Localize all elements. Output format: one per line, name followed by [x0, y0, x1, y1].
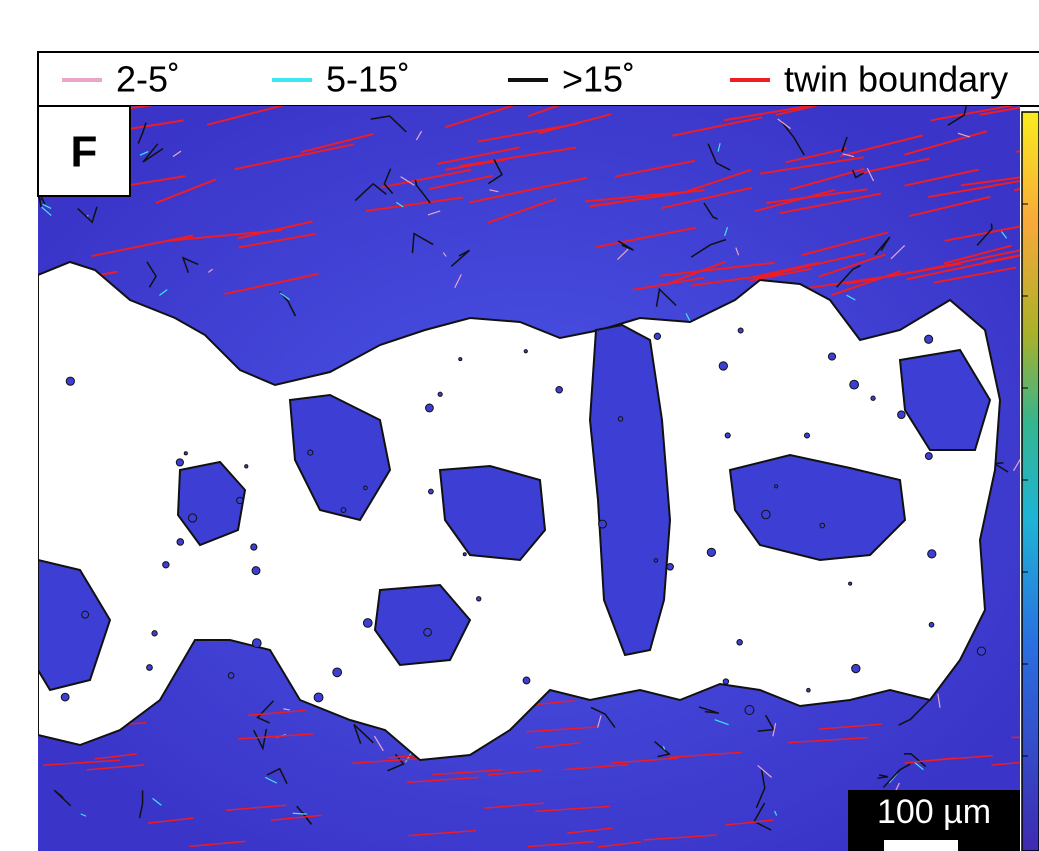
- speck: [849, 582, 852, 585]
- speck: [654, 333, 660, 339]
- speck: [667, 564, 674, 571]
- speck: [308, 450, 313, 455]
- speck: [363, 619, 372, 628]
- speck: [898, 411, 906, 419]
- speck: [654, 559, 657, 562]
- speck: [925, 453, 932, 460]
- page: 2-5˚5-15˚>15˚twin boundary F 100 µm (() …: [0, 0, 1039, 851]
- speck: [184, 452, 187, 455]
- speck: [341, 508, 346, 513]
- speck: [426, 404, 434, 412]
- speck: [775, 485, 778, 488]
- speck: [424, 628, 432, 636]
- speck: [252, 639, 261, 648]
- colorbar: [1022, 112, 1039, 851]
- speck: [477, 597, 481, 601]
- speck: [707, 548, 715, 556]
- speck: [82, 611, 89, 618]
- speck: [599, 520, 607, 528]
- speck: [804, 433, 809, 438]
- speck: [928, 550, 936, 558]
- speck: [152, 631, 157, 636]
- speck: [66, 377, 74, 385]
- speck: [459, 358, 462, 361]
- speck: [176, 459, 183, 466]
- speck: [725, 433, 730, 438]
- speck: [252, 567, 260, 575]
- speck: [925, 335, 933, 343]
- speck: [438, 392, 442, 396]
- speck: [762, 510, 770, 518]
- speck: [251, 544, 257, 550]
- speck: [850, 380, 859, 389]
- speck: [828, 353, 835, 360]
- legend-label: >15˚: [562, 59, 635, 100]
- figure: 2-5˚ 5-15˚ >15˚ twin boundary F 100 µm: [0, 0, 1039, 851]
- speck: [177, 539, 184, 546]
- speck: [237, 497, 243, 503]
- speck: [719, 362, 727, 370]
- speck: [147, 665, 153, 671]
- ebsd-map: [25, 92, 1039, 851]
- speck: [820, 523, 825, 528]
- scale-bar-label: 100 µm: [877, 793, 991, 831]
- speck: [428, 489, 433, 494]
- legend-label: 2-5˚: [116, 59, 180, 100]
- speck: [228, 673, 234, 679]
- speck: [745, 706, 754, 715]
- speck: [245, 465, 248, 468]
- legend-label: twin boundary: [784, 59, 1008, 100]
- speck: [61, 693, 69, 701]
- speck: [871, 396, 875, 400]
- speck: [163, 562, 169, 568]
- speck: [523, 677, 530, 684]
- speck: [463, 553, 466, 556]
- speck: [852, 664, 860, 672]
- speck: [364, 486, 368, 490]
- scale-bar: [884, 840, 958, 851]
- speck: [189, 514, 197, 522]
- legend-label: 5-15˚: [326, 59, 410, 100]
- speck: [723, 679, 728, 684]
- speck: [929, 622, 934, 627]
- speck: [314, 693, 323, 702]
- speck: [738, 328, 743, 333]
- speck: [333, 668, 342, 677]
- speck: [618, 417, 623, 422]
- panel-label: F: [71, 128, 98, 177]
- speck: [737, 640, 743, 646]
- speck: [524, 350, 527, 353]
- speck: [556, 386, 563, 393]
- speck: [807, 688, 811, 692]
- speck: [977, 647, 985, 655]
